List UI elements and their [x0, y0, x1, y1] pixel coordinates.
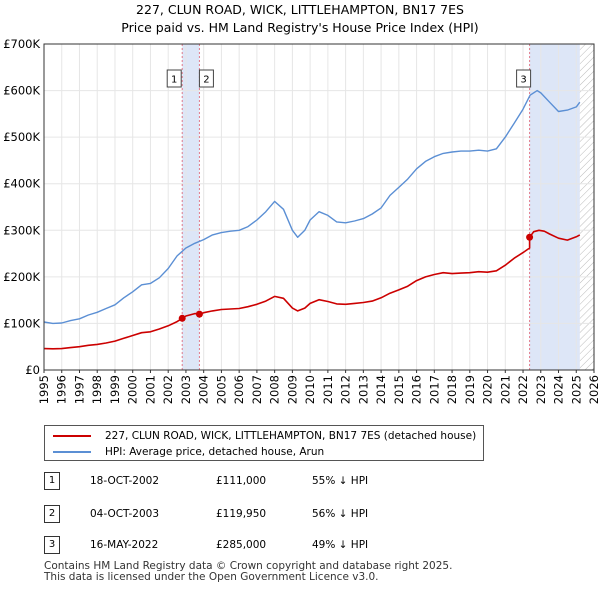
y-tick-label: £200K — [3, 270, 40, 284]
x-tick-label: 2018 — [445, 375, 459, 404]
chart-subtitle: Price paid vs. HM Land Registry's House … — [121, 20, 479, 35]
sale-point — [526, 233, 534, 241]
x-tick-label: 2002 — [161, 375, 175, 404]
x-tick-label: 2024 — [552, 375, 566, 404]
legend: 227, CLUN ROAD, WICK, LITTLEHAMPTON, BN1… — [44, 425, 484, 461]
x-tick-label: 2021 — [498, 375, 512, 404]
x-tick-label: 1996 — [55, 375, 69, 404]
x-tick-label: 1995 — [37, 375, 51, 404]
hpi-line — [43, 89, 581, 325]
x-tick-label: 1998 — [90, 375, 104, 404]
footer: Contains HM Land Registry data © Crown c… — [44, 561, 452, 583]
x-tick-label: 2019 — [463, 375, 477, 404]
sale-hpi-diff: 49% ↓ HPI — [312, 539, 369, 551]
x-tick-label: 2003 — [179, 375, 193, 404]
y-tick-label: £400K — [3, 177, 40, 191]
footer-license: This data is licensed under the Open Gov… — [44, 571, 379, 583]
sale-shade — [182, 44, 200, 370]
sale-price: £285,000 — [216, 539, 267, 551]
sale-price: £119,950 — [216, 508, 267, 520]
y-tick-label: £100K — [3, 316, 40, 330]
sale-date: 16-MAY-2022 — [90, 539, 159, 551]
x-tick-label: 2011 — [321, 375, 335, 404]
x-tick-label: 2010 — [303, 375, 317, 404]
x-tick-label: 2004 — [197, 375, 211, 404]
legend-label-property: 227, CLUN ROAD, WICK, LITTLEHAMPTON, BN1… — [105, 430, 477, 442]
x-tick-label: 2016 — [410, 375, 424, 404]
sale-label-text: 2 — [203, 75, 209, 86]
x-tick-label: 2013 — [356, 375, 370, 404]
plot-background — [44, 44, 594, 370]
x-tick-label: 2008 — [268, 375, 282, 404]
y-tick-label: £600K — [3, 84, 40, 98]
footer-copyright: Contains HM Land Registry data © Crown c… — [44, 560, 453, 572]
x-tick-label: 2012 — [339, 375, 353, 404]
x-tick-label: 2026 — [587, 375, 600, 404]
x-tick-label: 2007 — [250, 375, 264, 404]
y-tick-label: £300K — [3, 223, 40, 237]
legend-item-hpi: HPI: Average price, detached house, Arun — [53, 444, 324, 460]
table-row: 2 04-OCT-2003 £119,950 56% ↓ HPI — [44, 505, 464, 525]
price-chart: 1 2 3 £0 £100K £200K £300K £400K £500K £600K £700K… — [3, 37, 600, 404]
x-tick-label: 2025 — [569, 375, 583, 404]
x-tick-label: 2022 — [516, 375, 530, 404]
sale-price: £111,000 — [216, 475, 267, 487]
legend-label-hpi: HPI: Average price, detached house, Arun — [105, 446, 325, 458]
sale-label-text: 1 — [171, 75, 177, 86]
x-tick-label: 2020 — [481, 375, 495, 404]
legend-item-property: 227, CLUN ROAD, WICK, LITTLEHAMPTON, BN1… — [53, 428, 476, 444]
sale-label-box — [166, 69, 182, 88]
x-tick-label: 2005 — [214, 375, 228, 404]
sale-hpi-diff: 56% ↓ HPI — [312, 508, 369, 520]
x-tick-label: 2001 — [143, 375, 157, 404]
x-tick-label: 2015 — [392, 375, 406, 404]
plot-frame — [43, 43, 595, 371]
sale-date: 18-OCT-2002 — [90, 475, 159, 487]
property-price-line — [43, 229, 581, 350]
x-tick-label: 2017 — [427, 375, 441, 404]
sale-point — [195, 310, 203, 318]
y-tick-label: £0 — [25, 363, 40, 377]
sale-hpi-diff: 55% ↓ HPI — [312, 475, 369, 487]
x-tick-label: 2000 — [126, 375, 140, 404]
x-tick-label: 2014 — [374, 375, 388, 404]
y-tick-label: £700K — [3, 37, 40, 51]
legend-swatch-property — [53, 435, 91, 437]
sale-shade — [529, 44, 580, 370]
future-hatch — [579, 44, 594, 370]
legend-swatch-hpi — [53, 451, 91, 453]
x-tick-label: 2009 — [285, 375, 299, 404]
sale-label-box — [516, 69, 532, 88]
sale-label-box — [198, 69, 214, 88]
sale-label-text: 3 — [520, 75, 526, 86]
table-row: 3 16-MAY-2022 £285,000 49% ↓ HPI — [44, 536, 464, 556]
sale-number-badge: 3 — [44, 536, 60, 554]
x-tick-label: 1997 — [72, 375, 86, 404]
chart-title: 227, CLUN ROAD, WICK, LITTLEHAMPTON, BN1… — [136, 2, 464, 17]
x-tick-label: 1999 — [108, 375, 122, 404]
sale-number-badge: 2 — [44, 505, 60, 523]
sale-date: 04-OCT-2003 — [90, 508, 159, 520]
sale-number-badge: 1 — [44, 472, 60, 490]
x-tick-label: 2023 — [534, 375, 548, 404]
table-row: 1 18-OCT-2002 £111,000 55% ↓ HPI — [44, 472, 464, 492]
sale-point — [178, 314, 186, 322]
x-tick-label: 2006 — [232, 375, 246, 404]
y-tick-label: £500K — [3, 130, 40, 144]
